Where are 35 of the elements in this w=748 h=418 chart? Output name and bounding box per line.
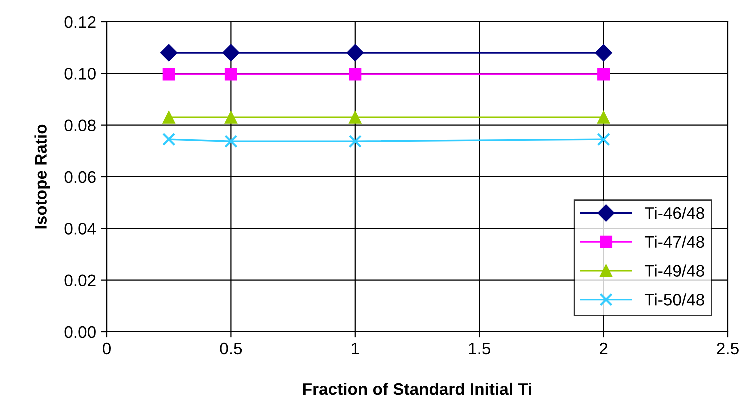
legend-label: Ti-47/48 — [644, 236, 704, 248]
y-tick-label: 0.10 — [64, 68, 96, 80]
x-tick-label: 0.5 — [220, 342, 242, 355]
y-tick-label: 0.12 — [64, 16, 96, 28]
point — [160, 44, 178, 62]
point — [224, 135, 238, 148]
x-axis-title: Fraction of Standard Initial Ti — [303, 382, 532, 396]
y-axis-title: Isotope Ratio — [34, 124, 50, 229]
point — [598, 68, 610, 81]
point — [598, 111, 610, 124]
point — [162, 68, 176, 81]
y-tick-label: 0.08 — [64, 120, 96, 132]
y-tick-label: 0.00 — [64, 326, 96, 338]
x-tick-label: 2 — [600, 342, 608, 354]
legend-label: Ti-46/48 — [644, 206, 704, 220]
point — [162, 132, 176, 146]
legend-label: Ti-50/48 — [644, 294, 704, 306]
y-tick-label: 0.02 — [64, 274, 96, 287]
point — [222, 44, 240, 62]
point — [349, 68, 362, 81]
point — [224, 68, 238, 81]
legend-label: Ti-49/48 — [644, 264, 704, 277]
x-tick-label: 1 — [352, 343, 360, 354]
point — [597, 132, 610, 146]
x-tick-label: 0 — [103, 342, 111, 355]
point — [224, 111, 238, 124]
point — [346, 44, 364, 62]
point — [162, 111, 176, 124]
point — [348, 135, 362, 148]
y-tick-label: 0.04 — [64, 223, 96, 235]
y-tick-label: 0.06 — [64, 171, 96, 184]
point — [349, 111, 362, 124]
x-tick-label: 1.5 — [469, 343, 490, 355]
point — [595, 44, 612, 62]
x-tick-label: 2.5 — [717, 342, 739, 355]
